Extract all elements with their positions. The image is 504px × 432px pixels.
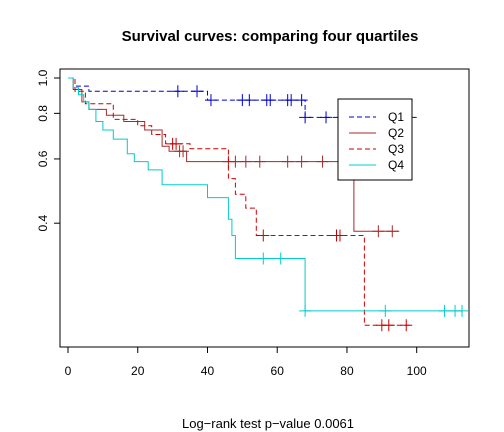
censor-mark-q4 (438, 304, 451, 317)
censor-mark-q1 (320, 111, 333, 124)
censor-mark-q4 (274, 252, 287, 265)
censor-mark-q1 (204, 94, 217, 107)
legend-box (337, 98, 413, 181)
y-tick-label: 0.8 (36, 105, 50, 122)
survival-line-q2 (68, 77, 400, 232)
censor-mark-q2 (239, 155, 252, 168)
chart-title: Survival curves: comparing four quartile… (122, 28, 419, 45)
censor-mark-q3 (382, 319, 395, 332)
censor-mark-q2 (372, 225, 385, 238)
censor-mark-q4 (257, 252, 270, 265)
logrank-footnote: Log−rank test p−value 0.0061 (182, 416, 354, 431)
censor-mark-q3 (333, 229, 346, 242)
x-axis: 0 20 40 60 80 100 (65, 346, 427, 378)
x-tick-label: 100 (407, 364, 427, 378)
x-tick-label: 0 (65, 364, 72, 378)
x-tick-label: 80 (340, 364, 354, 378)
censor-mark-q1 (264, 94, 277, 107)
censor-mark-q2 (386, 225, 399, 238)
censor-mark-q2 (316, 155, 329, 168)
legend-label-q1: Q1 (388, 110, 404, 124)
legend: Q1 Q2 Q3 Q4 (337, 98, 413, 181)
censor-mark-q2 (295, 155, 308, 168)
y-tick-label: 0.6 (36, 150, 50, 167)
censor-mark-q1 (171, 85, 184, 98)
x-tick-label: 60 (271, 364, 285, 378)
survival-line-q3 (68, 77, 410, 326)
survival-series-q4 (68, 77, 469, 317)
censor-mark-q1 (295, 94, 308, 107)
y-tick-label: 0.4 (36, 215, 50, 232)
censor-mark-q1 (299, 111, 312, 124)
y-axis: 0.4 0.6 0.8 1.0 (36, 69, 61, 232)
survival-series-q3 (68, 77, 413, 332)
survival-line-q4 (68, 77, 462, 312)
censor-mark-q2 (253, 155, 266, 168)
legend-label-q2: Q2 (388, 126, 404, 140)
x-tick-label: 40 (201, 364, 215, 378)
censor-mark-q1 (191, 85, 204, 98)
censor-mark-q3 (257, 229, 270, 242)
censor-mark-q2 (229, 155, 242, 168)
censor-mark-q4 (299, 304, 312, 317)
x-tick-label: 20 (131, 364, 145, 378)
censor-mark-q3 (400, 319, 413, 332)
censor-mark-q3 (170, 137, 183, 150)
legend-label-q4: Q4 (388, 158, 404, 172)
legend-label-q3: Q3 (388, 142, 404, 156)
censor-mark-q4 (456, 304, 469, 317)
censor-mark-q2 (281, 155, 294, 168)
y-tick-label: 1.0 (36, 69, 50, 86)
censor-mark-q1 (243, 94, 256, 107)
censor-mark-q1 (285, 94, 298, 107)
censor-mark-q4 (379, 304, 392, 317)
censor-mark-q2 (177, 145, 190, 158)
